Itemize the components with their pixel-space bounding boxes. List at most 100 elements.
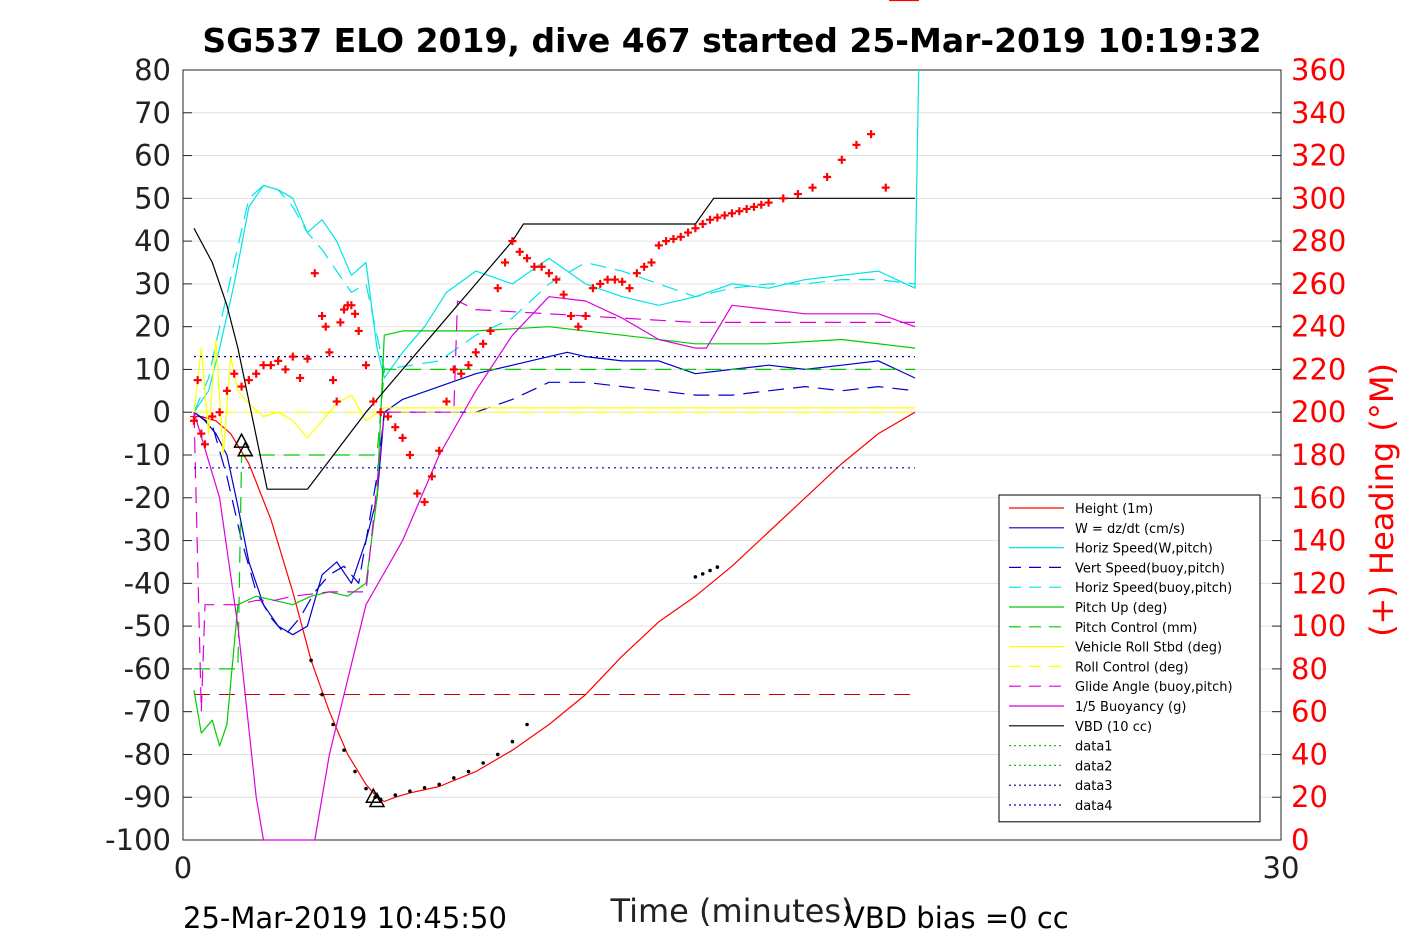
black-dot bbox=[331, 722, 335, 727]
y-tick-label: -10 bbox=[124, 438, 171, 472]
heading-point bbox=[244, 376, 253, 385]
heading-point bbox=[383, 412, 392, 421]
y2-tick-label: 340 bbox=[1291, 96, 1346, 130]
y-tick-label: -30 bbox=[124, 524, 171, 558]
y2-tick-label: 100 bbox=[1291, 609, 1346, 643]
heading-point bbox=[259, 361, 268, 370]
heading-point bbox=[347, 301, 356, 310]
black-dot bbox=[408, 789, 412, 794]
legend-entry: data4 bbox=[1075, 799, 1113, 814]
heading-point bbox=[581, 311, 590, 320]
y-tick-label: 60 bbox=[134, 139, 171, 173]
black-dot bbox=[525, 722, 529, 727]
y-tick-label: -40 bbox=[124, 566, 171, 600]
legend-entry: Horiz Speed(W,pitch) bbox=[1075, 542, 1213, 557]
right-axis: 3603403203002802602402202001801601401201… bbox=[1272, 53, 1346, 857]
heading-point bbox=[676, 232, 685, 241]
heading-point bbox=[728, 209, 736, 218]
legend-entry: Pitch Control (mm) bbox=[1075, 621, 1197, 636]
heading-point bbox=[336, 318, 345, 327]
heading-point bbox=[479, 339, 488, 348]
black-dot bbox=[693, 575, 698, 579]
heading-point bbox=[691, 224, 700, 233]
y-tick-label: -20 bbox=[124, 481, 171, 515]
heading-point bbox=[706, 215, 715, 224]
heading-point bbox=[515, 247, 524, 256]
heading-point bbox=[252, 369, 261, 378]
y-tick-label: 10 bbox=[134, 352, 171, 386]
x-axis: 0 30 bbox=[174, 851, 1300, 885]
heading-point bbox=[486, 326, 495, 335]
heading-point bbox=[881, 183, 890, 192]
heading-point bbox=[413, 489, 422, 498]
heading-point bbox=[351, 309, 360, 318]
black-dot bbox=[510, 739, 515, 744]
legend-entry: W = dz/dt (cm/s) bbox=[1075, 522, 1185, 537]
legend-entry: Horiz Speed(buoy,pitch) bbox=[1075, 581, 1232, 596]
legend-entry: Glide Angle (buoy,pitch) bbox=[1075, 680, 1233, 695]
heading-point bbox=[405, 451, 414, 459]
heading-point bbox=[808, 183, 817, 192]
heading-point bbox=[303, 354, 312, 363]
y2-tick-label: 360 bbox=[1291, 53, 1346, 87]
heading-point bbox=[625, 284, 634, 293]
y2-tick-label: 260 bbox=[1291, 267, 1346, 301]
y-tick-label: -100 bbox=[105, 823, 171, 857]
y2-tick-label: 0 bbox=[1291, 823, 1309, 857]
heading-point bbox=[566, 311, 575, 320]
heading-point bbox=[457, 369, 466, 378]
y-tick-label: 80 bbox=[134, 53, 171, 87]
heading-point bbox=[362, 361, 370, 370]
heading-point bbox=[274, 356, 283, 365]
heading-point bbox=[764, 198, 773, 207]
black-dot bbox=[437, 782, 442, 787]
heading-point bbox=[523, 254, 532, 263]
x-tick-label: 30 bbox=[1263, 851, 1300, 885]
y-tick-label: 0 bbox=[153, 395, 171, 429]
series-line-9 bbox=[193, 300, 915, 713]
y-tick-label: -80 bbox=[124, 737, 171, 771]
heading-point bbox=[281, 365, 290, 374]
chart-title: SG537 ELO 2019, dive 467 started 25-Mar-… bbox=[202, 21, 1261, 60]
legend: Height (1m) W = dz/dt (cm/s) Horiz Speed(W… bbox=[998, 494, 1261, 823]
y2-tick-label: 80 bbox=[1291, 652, 1328, 686]
footer-vbd-bias: VBD bias =0 cc bbox=[845, 901, 1069, 935]
heading-point bbox=[574, 322, 583, 331]
heading-point bbox=[779, 194, 788, 203]
heading-point bbox=[654, 241, 663, 250]
heading-point bbox=[266, 361, 275, 370]
legend-box bbox=[998, 494, 1261, 823]
legend-entry: VBD (10 cc) bbox=[1075, 720, 1152, 735]
heading-point bbox=[501, 258, 510, 267]
heading-point bbox=[332, 397, 341, 406]
y2-tick-label: 300 bbox=[1291, 181, 1346, 215]
legend-entry: data3 bbox=[1075, 779, 1113, 794]
black-dot bbox=[393, 793, 398, 797]
black-dot bbox=[700, 572, 705, 576]
heading-point bbox=[545, 269, 553, 278]
black-dot bbox=[342, 748, 346, 752]
y-tick-label: -60 bbox=[124, 652, 171, 686]
heading-point bbox=[296, 374, 305, 382]
heading-point bbox=[618, 277, 627, 286]
heading-point bbox=[321, 322, 330, 331]
triangle-marker bbox=[368, 791, 386, 808]
x-tick-label: 0 bbox=[174, 851, 192, 885]
series-line-1 bbox=[193, 351, 916, 636]
heading-point bbox=[713, 213, 722, 222]
triangle-marker bbox=[233, 432, 250, 448]
y-tick-label: -50 bbox=[124, 609, 171, 643]
heading-point bbox=[471, 348, 480, 357]
heading-point bbox=[823, 172, 832, 181]
series-line-6 bbox=[194, 368, 915, 670]
heading-point bbox=[749, 202, 758, 211]
black-dot bbox=[715, 565, 720, 569]
footer-timestamp: 25-Mar-2019 10:45:50 bbox=[183, 901, 507, 935]
series-line-11 bbox=[193, 197, 915, 490]
legend-entry: Vehicle Roll Stbd (deg) bbox=[1075, 641, 1222, 656]
heading-point bbox=[742, 205, 751, 214]
heading-point bbox=[852, 140, 861, 149]
heading-point bbox=[318, 311, 327, 320]
heading-point bbox=[340, 305, 349, 314]
